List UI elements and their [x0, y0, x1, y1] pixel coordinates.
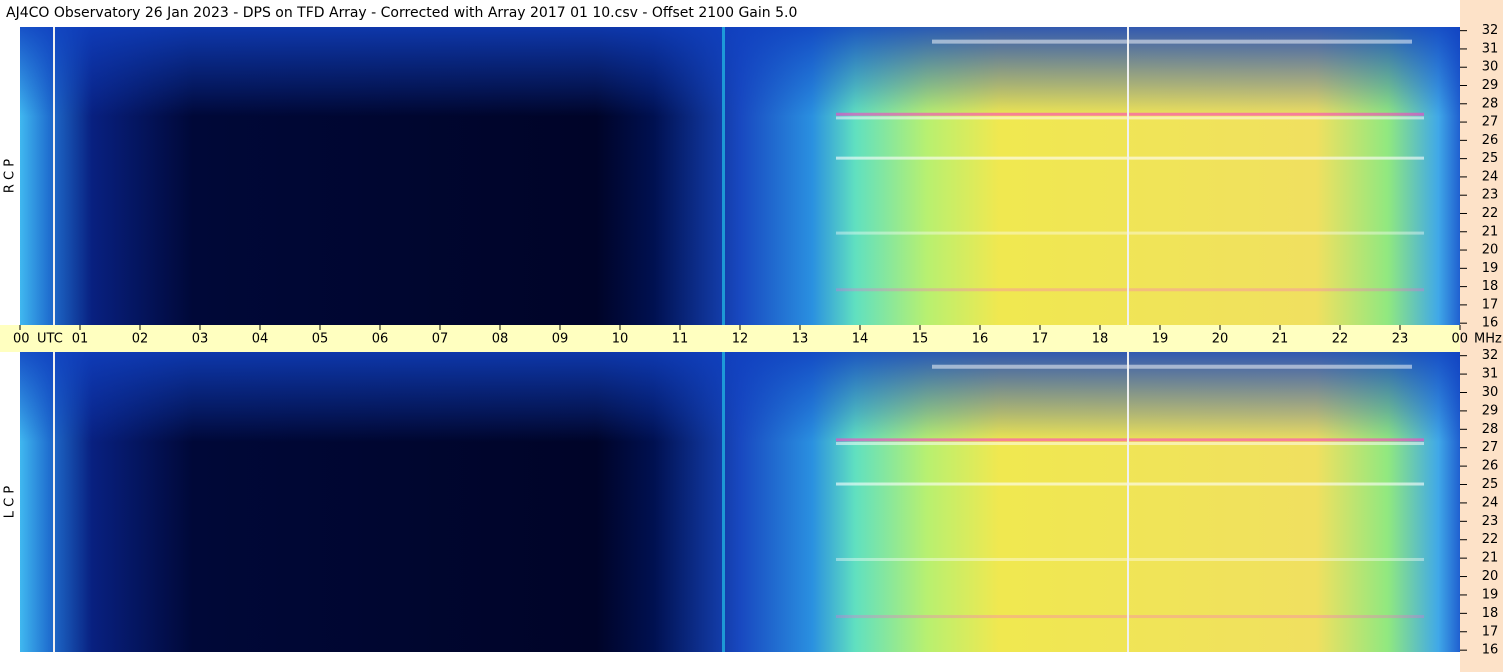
y-tick-label: 31: [1482, 367, 1499, 382]
x-tick-label: 12: [732, 332, 749, 347]
feature-band: [836, 438, 1424, 442]
y-tick-label: 27: [1482, 115, 1499, 130]
x-tick-label: 07: [432, 332, 449, 347]
y-tick-label: 28: [1482, 422, 1499, 437]
x-tick-label: 05: [312, 332, 329, 347]
y-tick-label: 27: [1482, 440, 1499, 455]
feature-band: [836, 482, 1424, 486]
feature-band: [836, 156, 1424, 160]
interference: [53, 27, 55, 325]
interference: [1127, 352, 1129, 652]
y-tick-label: 20: [1482, 243, 1499, 258]
y-tick-label: 30: [1482, 385, 1499, 400]
y-tick-label: 19: [1482, 261, 1499, 276]
x-tick-label: 22: [1332, 332, 1349, 347]
time-band: [0, 325, 1460, 352]
spectrum-shade: [20, 352, 1460, 652]
x-tick-label: 08: [492, 332, 509, 347]
y-tick-label: 20: [1482, 569, 1499, 584]
y-tick-label: 23: [1482, 514, 1499, 529]
x-tick-label: 11: [672, 332, 689, 347]
x-tick-label: 10: [612, 332, 629, 347]
y-tick-label: 26: [1482, 133, 1499, 148]
x-tick-label: 19: [1152, 332, 1169, 347]
x-tick-label: 16: [972, 332, 989, 347]
interference: [722, 352, 725, 652]
y-tick-label: 18: [1482, 606, 1499, 621]
feature-band: [836, 116, 1424, 120]
chart-title: AJ4CO Observatory 26 Jan 2023 - DPS on T…: [6, 5, 797, 21]
y-tick-label: 16: [1482, 643, 1499, 658]
y-tick-label: 25: [1482, 477, 1499, 492]
y-tick-label: 24: [1482, 495, 1499, 510]
y-tick-label: 32: [1482, 23, 1499, 38]
feature-band: [836, 557, 1424, 561]
y-tick-label: 21: [1482, 224, 1499, 239]
y-tick-label: 18: [1482, 279, 1499, 294]
feature-band: [932, 364, 1412, 369]
feature-band: [836, 615, 1424, 619]
y-tick-label: 17: [1482, 624, 1499, 639]
x-tick-label: 18: [1092, 332, 1109, 347]
y-tick-label: 31: [1482, 41, 1499, 56]
x-tick-label: 15: [912, 332, 929, 347]
x-tick-label: 21: [1272, 332, 1289, 347]
y-tick-label: 21: [1482, 551, 1499, 566]
x-tick-label: 02: [132, 332, 149, 347]
x-tick-label: 01: [72, 332, 89, 347]
x-tick-label: 09: [552, 332, 569, 347]
y-tick-label: 26: [1482, 459, 1499, 474]
x-tick-label: 13: [792, 332, 809, 347]
y-tick-label: 32: [1482, 348, 1499, 363]
x-tick-label: 04: [252, 332, 269, 347]
feature-band: [836, 288, 1424, 292]
y-tick-label: 22: [1482, 206, 1499, 221]
feature-band: [836, 231, 1424, 235]
x-tick-label: 20: [1212, 332, 1229, 347]
y-tick-label: 28: [1482, 96, 1499, 111]
feature-band: [836, 112, 1424, 116]
x-tick-label: 06: [372, 332, 389, 347]
panel-label: L C P: [3, 486, 18, 519]
title-bar: [0, 0, 1503, 27]
x-tick-label: 17: [1032, 332, 1049, 347]
spectrum-shade: [20, 27, 1460, 325]
x-axis-label: UTC: [37, 332, 63, 347]
x-tick-label: 00: [13, 332, 30, 347]
y-tick-label: 30: [1482, 60, 1499, 75]
x-tick-label: 23: [1392, 332, 1409, 347]
y-tick-label: 29: [1482, 403, 1499, 418]
y-tick-label: 19: [1482, 587, 1499, 602]
y-axis-label: MHz: [1474, 332, 1502, 347]
y-tick-label: 16: [1482, 316, 1499, 331]
interference: [1127, 27, 1129, 325]
feature-band: [836, 442, 1424, 446]
freq-band: [1460, 0, 1503, 672]
y-tick-label: 17: [1482, 297, 1499, 312]
x-tick-label: 03: [192, 332, 209, 347]
left-margin: [0, 27, 20, 325]
y-tick-label: 23: [1482, 188, 1499, 203]
x-tick-label: 00: [1451, 332, 1468, 347]
left-margin: [0, 352, 20, 652]
panel-label: R C P: [3, 159, 18, 193]
x-tick-label: 14: [852, 332, 869, 347]
y-tick-label: 24: [1482, 169, 1499, 184]
interference: [722, 27, 725, 325]
y-tick-label: 29: [1482, 78, 1499, 93]
feature-band: [932, 39, 1412, 44]
y-tick-label: 25: [1482, 151, 1499, 166]
y-tick-label: 22: [1482, 532, 1499, 547]
interference: [53, 352, 55, 652]
